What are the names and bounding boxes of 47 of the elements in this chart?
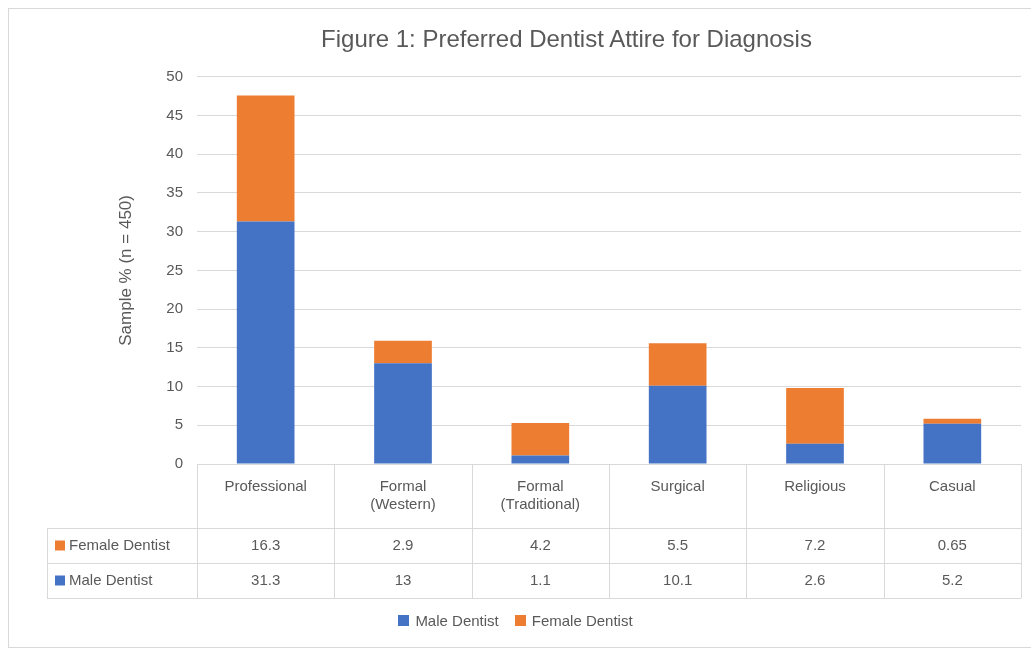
bar (923, 423, 982, 464)
bar (648, 385, 707, 464)
data-label: 5.2 (941, 570, 963, 588)
text: Female Dentist (531, 612, 633, 629)
y-tick-label: 40 (166, 144, 183, 162)
y-tick-label: 5 (174, 415, 183, 433)
bar (374, 363, 432, 464)
bar (511, 422, 570, 456)
data-label: 7.2 (804, 535, 826, 553)
data-label: 5.5 (667, 535, 689, 553)
data-label: 4.2 (529, 535, 551, 553)
bar (786, 388, 844, 444)
bar (786, 443, 844, 464)
data-label: 16.3 (251, 535, 281, 553)
legend-label: Male Dentist (69, 570, 154, 588)
data-label: 0.65 (937, 535, 967, 553)
y-tick-label: 20 (166, 299, 183, 317)
y-tick-label: 0 (174, 454, 183, 472)
data-label: 2.9 (392, 535, 414, 553)
bar (923, 418, 982, 424)
data-label: 10.1 (663, 570, 693, 588)
y-tick-label: 30 (166, 221, 183, 239)
bar (648, 343, 707, 386)
bar (236, 221, 295, 464)
bar (374, 340, 432, 364)
data-label: 1.1 (529, 570, 551, 588)
bar (236, 95, 295, 222)
y-tick-label: 25 (166, 260, 183, 278)
legend-label: Female Dentist (69, 535, 171, 553)
chart-title: Figure 1: Preferred Dentist Attire for Diagnosis (321, 25, 812, 53)
x-tick-label: Religious (784, 477, 846, 495)
bar (511, 455, 570, 464)
x-tick-label: Formal (Traditional) (500, 477, 581, 513)
y-tick-label: 50 (166, 66, 183, 84)
data-label: 13 (394, 570, 412, 588)
y-axis-title: Sample % (n = 450) (115, 195, 135, 346)
text: Male Dentist (415, 612, 499, 629)
data-label: 31.3 (251, 570, 281, 588)
y-tick-label: 10 (166, 376, 183, 394)
y-tick-label: 15 (166, 337, 183, 355)
y-tick-label: 45 (166, 105, 183, 123)
x-tick-label: Surgical (650, 477, 705, 495)
x-tick-label: Formal (Western) (370, 477, 436, 513)
data-label: 2.6 (804, 570, 826, 588)
y-tick-label: 35 (166, 183, 183, 201)
x-tick-label: Casual (928, 477, 976, 495)
x-tick-label: Professional (224, 477, 307, 495)
